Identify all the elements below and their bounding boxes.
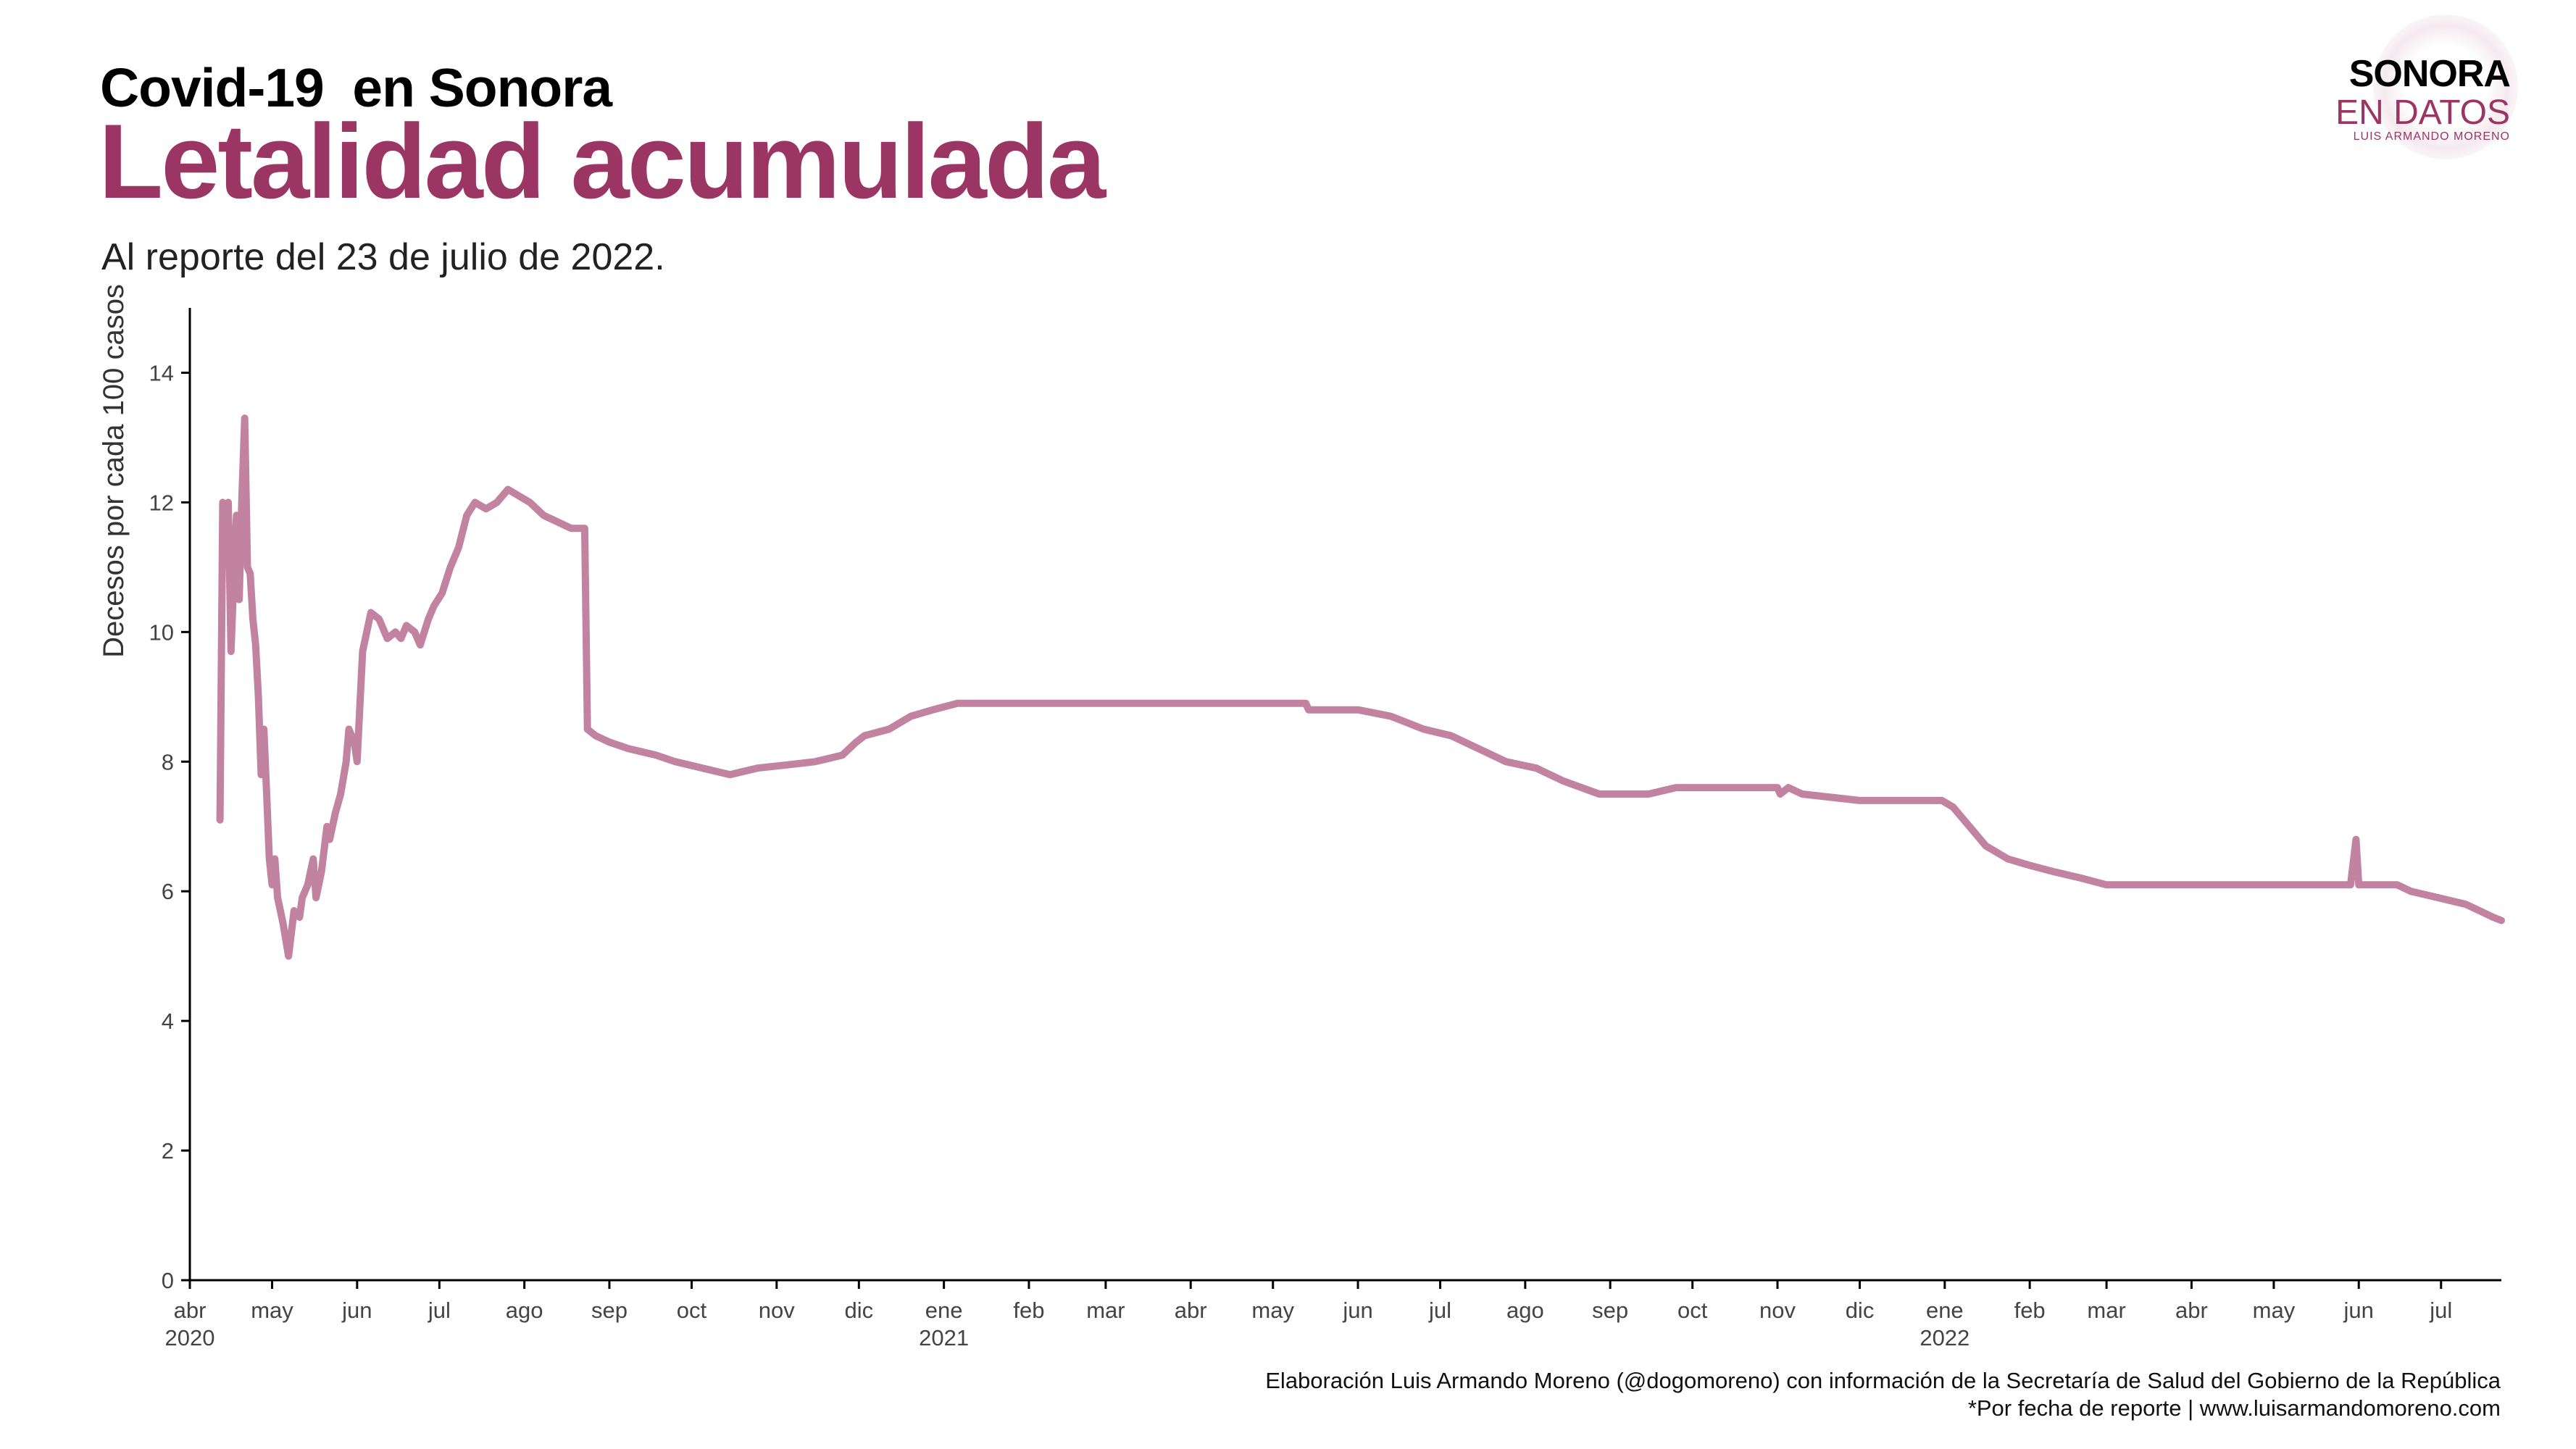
x-tick-label: sep xyxy=(1592,1298,1628,1323)
sonora-en-datos-logo: SONORA EN DATOS LUIS ARMANDO MORENO xyxy=(2304,14,2522,167)
x-tick-label: feb xyxy=(2014,1298,2046,1323)
x-tick-label: jul xyxy=(2429,1298,2452,1323)
x-tick-label: abr xyxy=(1175,1298,1207,1323)
y-tick-label: 4 xyxy=(162,1009,174,1034)
series-line xyxy=(216,414,2505,960)
y-tick-label: 14 xyxy=(149,360,174,385)
x-tick-label: sep xyxy=(591,1298,628,1323)
logo-line-1: SONORA xyxy=(2348,53,2511,95)
y-axis-title: Decesos por cada 100 casos xyxy=(98,284,130,658)
x-tick-year-label: 2020 xyxy=(165,1325,215,1350)
x-tick-label: oct xyxy=(677,1298,707,1323)
y-tick-label: 2 xyxy=(162,1138,174,1164)
x-tick-label: dic xyxy=(1846,1298,1875,1323)
x-tick-label: ene xyxy=(925,1298,963,1323)
series-group xyxy=(216,414,2505,960)
source-note: *Por fecha de reporte | www.luisarmandom… xyxy=(1967,1395,2501,1421)
x-tick-label: may xyxy=(2253,1298,2296,1323)
x-tick-label: jun xyxy=(341,1298,372,1323)
y-tick-label: 12 xyxy=(149,490,174,515)
y-tick-label: 6 xyxy=(162,879,174,904)
y-axis: 0 2 4 6 8 10 12 14 xyxy=(149,308,191,1293)
x-tick-year-label: 2022 xyxy=(1920,1325,1969,1350)
x-tick-label: ene xyxy=(1926,1298,1964,1323)
y-tick-label: 10 xyxy=(149,619,174,645)
x-tick-label: mar xyxy=(2087,1298,2125,1323)
x-tick-label: abr xyxy=(2175,1298,2208,1323)
x-tick-label: oct xyxy=(1677,1298,1708,1323)
x-tick-label: may xyxy=(1251,1298,1294,1323)
logo-circle-icon xyxy=(2373,14,2518,159)
x-tick-label: nov xyxy=(1759,1298,1796,1323)
chart-title: Letalidad acumulada xyxy=(99,102,1106,220)
x-tick-label: jul xyxy=(1428,1298,1451,1323)
x-tick-label: may xyxy=(251,1298,293,1323)
x-tick-label: dic xyxy=(845,1298,874,1323)
source-credit: Elaboración Luis Armando Moreno (@dogomo… xyxy=(1265,1368,2501,1393)
x-tick-label: ago xyxy=(1506,1298,1544,1323)
logo-line-2: EN DATOS xyxy=(2335,93,2510,132)
x-tick-label: feb xyxy=(1013,1298,1044,1323)
x-tick-label: abr xyxy=(174,1298,207,1323)
x-tick-label: jun xyxy=(1342,1298,1372,1323)
x-tick-label: nov xyxy=(759,1298,795,1323)
chart-subtitle: Al reporte del 23 de julio de 2022. xyxy=(101,236,665,278)
y-tick-label: 0 xyxy=(162,1268,174,1293)
logo-line-3: LUIS ARMANDO MORENO xyxy=(2353,130,2510,143)
x-tick-label: jul xyxy=(428,1298,451,1323)
y-tick-label: 8 xyxy=(162,749,174,774)
x-tick-label: ago xyxy=(506,1298,543,1323)
chart-kicker: Covid-19 en Sonora xyxy=(100,57,612,118)
x-tick-year-label: 2021 xyxy=(919,1325,969,1350)
x-tick-label: mar xyxy=(1086,1298,1125,1323)
x-tick-label: jun xyxy=(2343,1298,2374,1323)
